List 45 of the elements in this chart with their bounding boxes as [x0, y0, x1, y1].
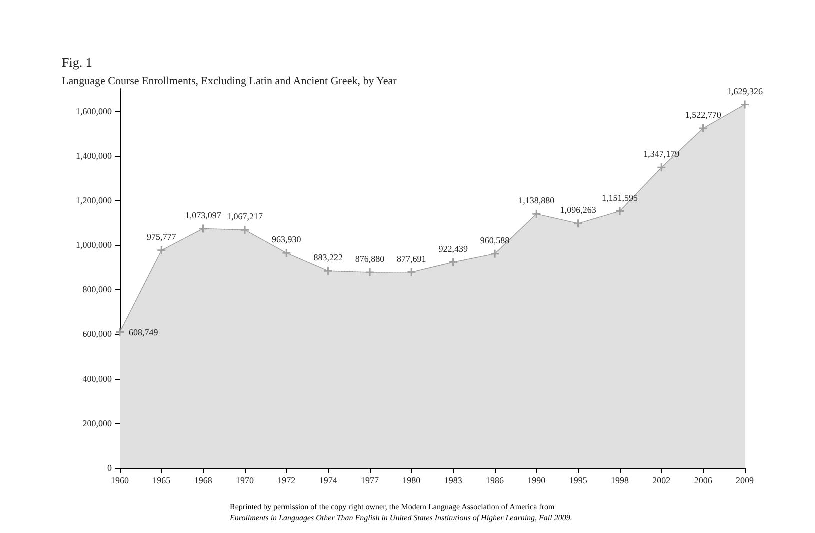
y-tick-label: 1,200,000 — [76, 195, 112, 206]
x-tick-label: 1986 — [486, 476, 504, 486]
chart-subtitle: Language Course Enrollments, Excluding Latin and Ancient Greek, by Year — [62, 76, 398, 88]
data-label: 963,930 — [272, 234, 302, 245]
text: Enrollments in Languages Other Than English in United States Institutions of Higher Learning, Fall 2009. — [229, 514, 572, 522]
x-tick-label: 1960 — [111, 476, 130, 486]
x-tick-label: 1990 — [528, 476, 546, 486]
data-label: 1,067,217 — [227, 212, 264, 222]
data-label: 1,629,326 — [727, 86, 764, 96]
x-tick-label: 2006 — [694, 476, 713, 486]
x-tick-label: 1972 — [278, 476, 296, 486]
data-label: 1,073,097 — [185, 210, 222, 220]
data-label: 608,749 — [129, 327, 159, 338]
x-tick-label: 1995 — [569, 476, 588, 486]
data-label: 960,588 — [480, 235, 510, 246]
x-tick-label: 2002 — [652, 476, 671, 486]
y-tick-label: 1,600,000 — [76, 106, 112, 116]
x-tick-label: 1998 — [611, 476, 630, 486]
x-tick-label: 2009 — [736, 476, 754, 486]
y-tick-label: 200,000 — [82, 418, 112, 428]
data-label: 1,151,595 — [602, 192, 638, 203]
data-label: 1,096,263 — [560, 205, 597, 216]
x-tick-label: 1974 — [319, 476, 338, 486]
y-tick-label: 1,400,000 — [76, 150, 112, 161]
data-label: 1,138,880 — [518, 196, 556, 206]
data-label: 1,347,179 — [644, 149, 680, 160]
x-tick-label: 1983 — [444, 476, 463, 486]
x-tick-label: 1980 — [402, 476, 422, 486]
data-label: 876,880 — [355, 254, 386, 264]
x-tick-label: 1968 — [194, 476, 213, 486]
y-tick-label: 600,000 — [82, 329, 112, 340]
data-label: 1,522,770 — [685, 110, 722, 120]
y-tick-label: 0 — [108, 463, 112, 473]
chart-title: Fig. 1 — [62, 55, 92, 70]
data-label: 883,222 — [314, 252, 343, 263]
data-label: 877,691 — [397, 254, 426, 264]
x-tick-label: 1965 — [152, 476, 172, 486]
data-label: 922,439 — [438, 244, 468, 254]
y-tick-label: 400,000 — [82, 374, 112, 384]
text: Reprinted by permission of the copy right owner, the Modern Language Association of America from — [230, 502, 556, 512]
data-label: 975,777 — [147, 232, 177, 242]
x-tick-label: 1977 — [361, 476, 380, 486]
x-tick-label: 1970 — [236, 476, 254, 486]
y-tick-label: 800,000 — [82, 284, 112, 295]
y-tick-label: 1,000,000 — [76, 240, 112, 250]
